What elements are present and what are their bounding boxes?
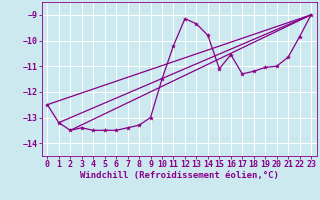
X-axis label: Windchill (Refroidissement éolien,°C): Windchill (Refroidissement éolien,°C): [80, 171, 279, 180]
